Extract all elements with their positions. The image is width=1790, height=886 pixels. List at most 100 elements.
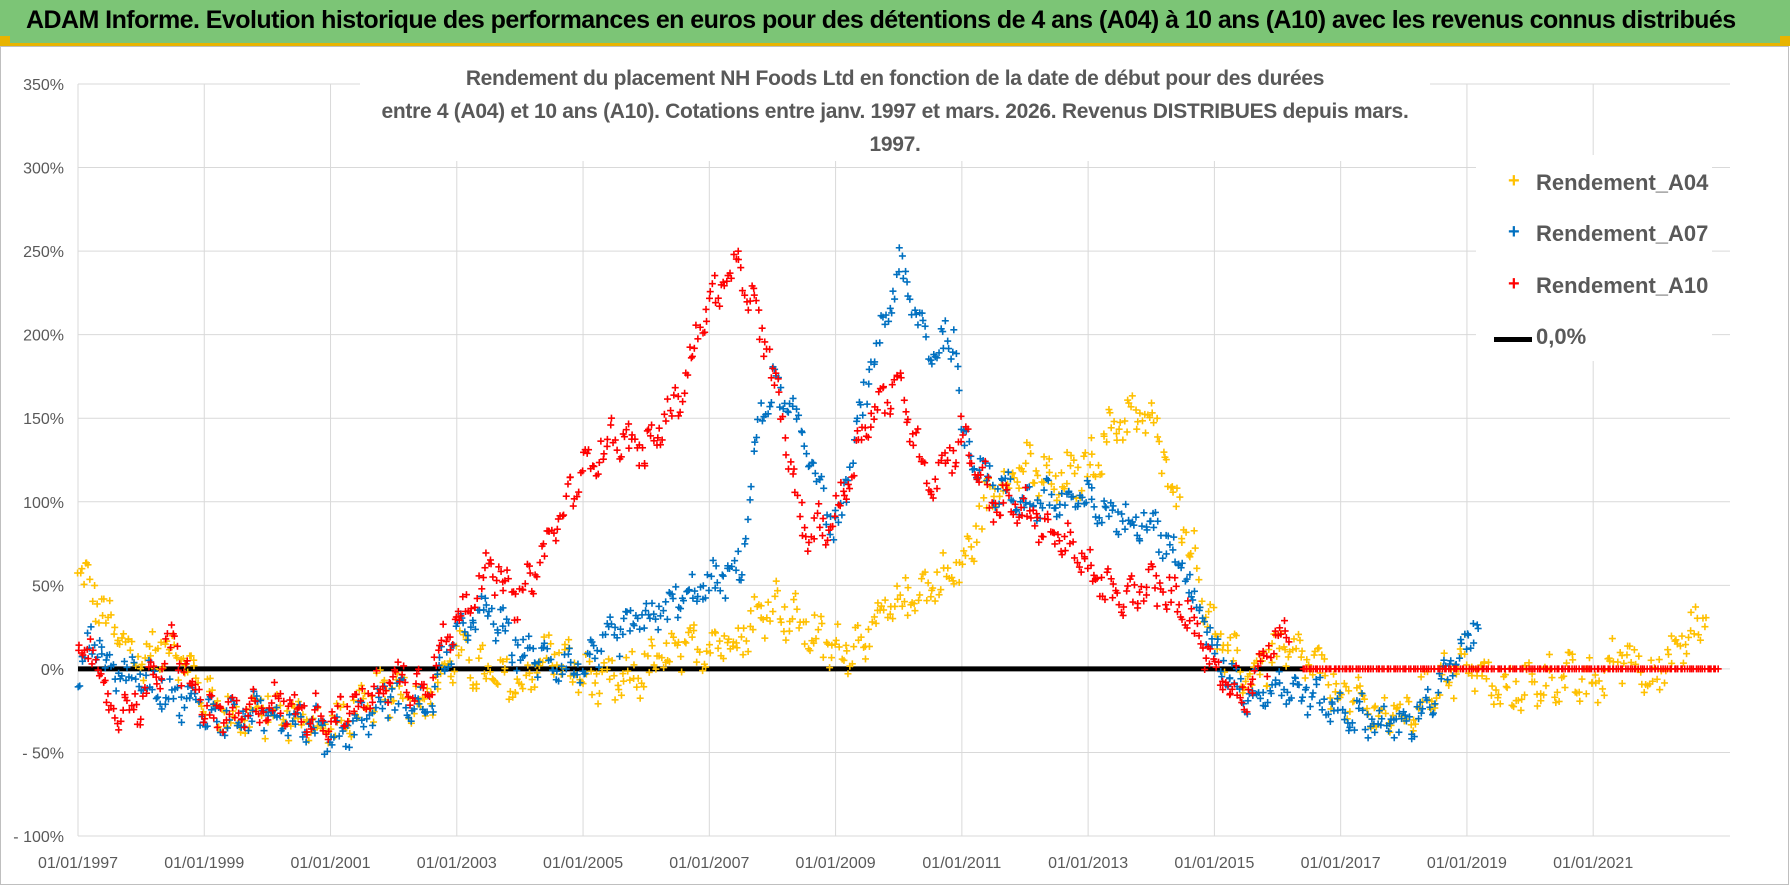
point-rendement-a07	[1295, 681, 1303, 689]
point-rendement-a10	[292, 710, 300, 718]
point-rendement-a07	[899, 274, 907, 282]
point-rendement-a10	[690, 344, 698, 352]
point-rendement-a07	[471, 625, 479, 633]
point-rendement-a07	[1456, 654, 1464, 662]
point-rendement-a04	[696, 648, 704, 656]
point-rendement-a07	[539, 643, 547, 651]
point-rendement-a07	[1130, 521, 1138, 529]
point-rendement-a04	[904, 584, 912, 592]
point-rendement-a10	[1167, 587, 1175, 595]
point-rendement-a04	[102, 619, 110, 627]
point-rendement-a10	[585, 446, 593, 454]
point-rendement-a07	[795, 411, 803, 419]
point-rendement-a07	[1431, 700, 1439, 708]
point-rendement-a10	[914, 425, 922, 433]
point-rendement-a10	[1081, 555, 1089, 563]
point-rendement-a04	[600, 659, 608, 667]
point-rendement-a10	[539, 540, 547, 548]
point-rendement-a04	[154, 644, 162, 652]
point-rendement-a07	[186, 694, 194, 702]
point-rendement-a10	[1061, 533, 1069, 541]
point-rendement-a04	[777, 618, 785, 626]
point-rendement-a10	[314, 703, 322, 711]
chart-legend: + Rendement_A04 + Rendement_A07 + Rendem…	[1476, 155, 1712, 361]
point-rendement-a07	[741, 540, 749, 548]
legend-label-a04: Rendement_A04	[1536, 170, 1709, 195]
point-rendement-a10	[1101, 596, 1109, 604]
point-rendement-a04	[420, 695, 428, 703]
point-rendement-a04	[456, 627, 464, 635]
point-rendement-a10	[1027, 514, 1035, 522]
point-rendement-a10	[782, 451, 790, 459]
point-rendement-a04	[1649, 677, 1657, 685]
point-rendement-a07	[881, 320, 889, 328]
point-rendement-a07	[499, 604, 507, 612]
point-rendement-a04	[965, 535, 973, 543]
point-rendement-a10	[1219, 686, 1227, 694]
point-rendement-a10	[915, 453, 923, 461]
point-rendement-a10	[738, 287, 746, 295]
point-rendement-a04	[828, 641, 836, 649]
point-rendement-a04	[711, 629, 719, 637]
point-rendement-a04	[761, 634, 769, 642]
point-rendement-a04	[857, 633, 865, 641]
point-rendement-a10	[174, 666, 182, 674]
point-rendement-a04	[776, 615, 784, 623]
point-rendement-a04	[1512, 677, 1520, 685]
point-rendement-a10	[217, 704, 225, 712]
point-rendement-a04	[1087, 434, 1095, 442]
point-rendement-a07	[482, 601, 490, 609]
point-rendement-a10	[658, 436, 666, 444]
point-rendement-a04	[1091, 473, 1099, 481]
point-rendement-a04	[1488, 682, 1496, 690]
point-rendement-a07	[1326, 718, 1334, 726]
point-rendement-a04	[706, 649, 714, 657]
point-rendement-a07	[1320, 695, 1328, 703]
point-rendement-a10	[265, 704, 273, 712]
point-rendement-a07	[672, 583, 680, 591]
point-rendement-a10	[503, 566, 511, 574]
point-rendement-a04	[1510, 703, 1518, 711]
point-rendement-a10	[519, 586, 527, 594]
point-rendement-a07	[882, 311, 890, 319]
x-tick-label: 01/01/2021	[1553, 855, 1633, 872]
point-rendement-a10	[1202, 654, 1210, 662]
point-rendement-a07	[526, 644, 534, 652]
point-rendement-a07	[1150, 523, 1158, 531]
point-rendement-a07	[1464, 631, 1472, 639]
point-rendement-a07	[620, 614, 628, 622]
point-rendement-a07	[299, 733, 307, 741]
point-rendement-a10	[466, 609, 474, 617]
point-rendement-a04	[1594, 699, 1602, 707]
point-rendement-a04	[939, 549, 947, 557]
point-rendement-a07	[534, 673, 542, 681]
point-rendement-a10	[291, 691, 299, 699]
point-rendement-a07	[1348, 719, 1356, 727]
point-rendement-a07	[764, 410, 772, 418]
point-rendement-a04	[1155, 438, 1163, 446]
point-rendement-a04	[1548, 674, 1556, 682]
point-rendement-a07	[1359, 706, 1367, 714]
point-rendement-a07	[1006, 475, 1014, 483]
point-rendement-a10	[999, 499, 1007, 507]
point-rendement-a04	[622, 654, 630, 662]
point-rendement-a04	[927, 593, 935, 601]
point-rendement-a10	[1093, 574, 1101, 582]
point-rendement-a10	[137, 715, 145, 723]
point-rendement-a07	[505, 619, 513, 627]
point-rendement-a10	[412, 680, 420, 688]
point-rendement-a10	[864, 433, 872, 441]
point-rendement-a04	[1403, 694, 1411, 702]
point-rendement-a07	[1361, 726, 1369, 734]
point-rendement-a07	[746, 496, 754, 504]
point-rendement-a10	[790, 465, 798, 473]
point-rendement-a10	[404, 693, 412, 701]
point-rendement-a10	[628, 431, 636, 439]
point-rendement-a04	[494, 680, 502, 688]
point-rendement-a10	[1265, 642, 1273, 650]
point-rendement-a10	[981, 457, 989, 465]
point-rendement-a10	[238, 715, 246, 723]
point-rendement-a10	[264, 716, 272, 724]
point-rendement-a10	[401, 678, 409, 686]
point-rendement-a04	[111, 623, 119, 631]
